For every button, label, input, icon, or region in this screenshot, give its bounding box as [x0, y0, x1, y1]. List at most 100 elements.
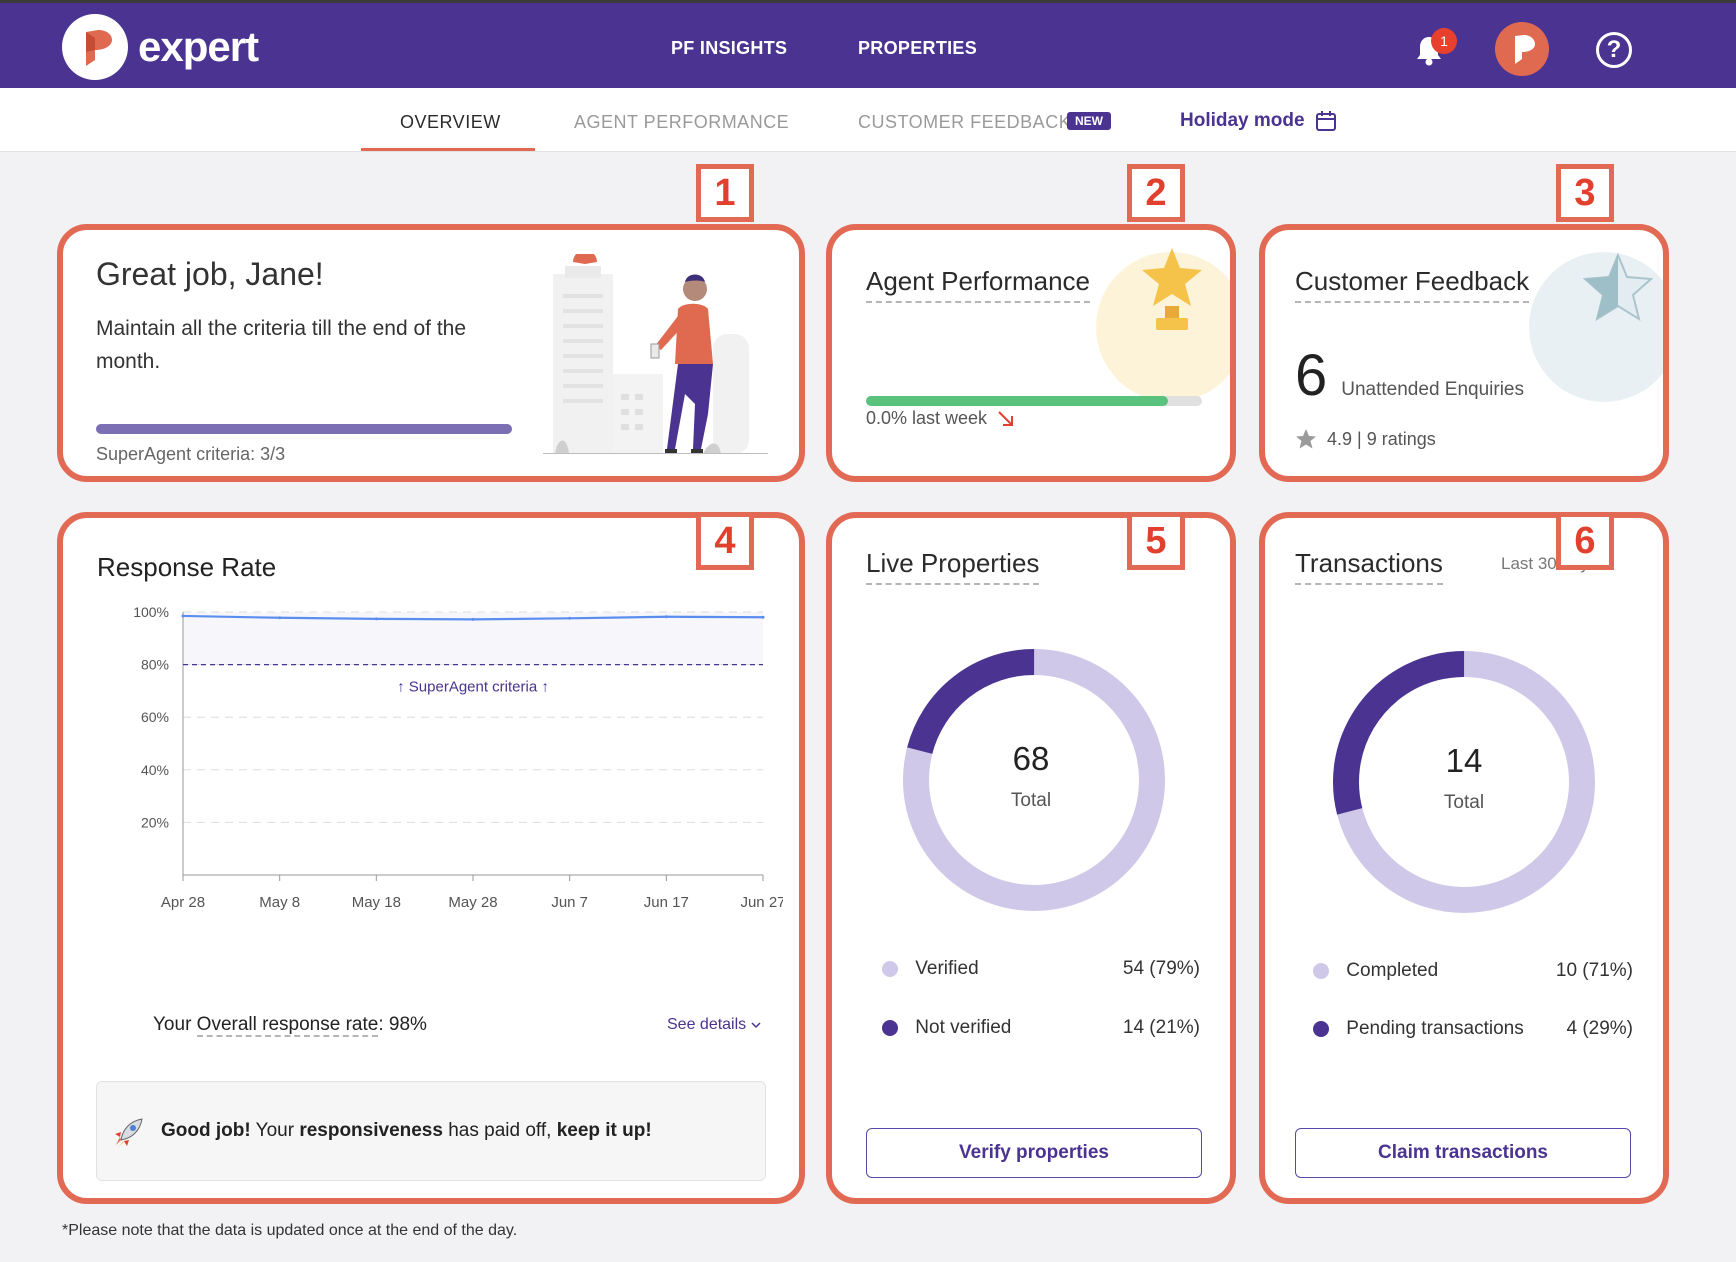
see-details-label: See details — [667, 1016, 747, 1033]
response-rate-point — [471, 617, 475, 621]
expert-logo[interactable]: expert — [62, 14, 259, 80]
active-tab-indicator — [361, 148, 535, 151]
transactions-title[interactable]: Transactions — [1295, 548, 1443, 585]
live-properties-total: 68 — [1012, 740, 1050, 777]
tab-agent-performance[interactable]: AGENT PERFORMANCE — [574, 112, 790, 132]
annotation-2: 2 — [1127, 164, 1185, 222]
welcome-card: Great job, Jane! Maintain all the criter… — [57, 224, 805, 482]
response-rate-point — [568, 616, 572, 620]
criteria-label: SuperAgent criteria: 3/3 — [96, 444, 286, 464]
legend-value-not-verified: 14 (21%) — [1122, 1017, 1200, 1038]
rating-summary: 4.9 | 9 ratings — [1295, 428, 1436, 450]
x-tick-label: Jun 17 — [644, 894, 689, 911]
last-week-stat: 0.0% last week — [866, 408, 1015, 429]
customer-feedback-title[interactable]: Customer Feedback — [1295, 266, 1530, 303]
live-properties-total-label: Total — [1010, 790, 1052, 811]
claim-transactions-button[interactable]: Claim transactions — [1295, 1128, 1631, 1178]
agent-performance-title[interactable]: Agent Performance — [866, 266, 1091, 303]
legend-completed: Completed 10 (71%) — [1313, 960, 1633, 982]
legend-value-completed: 10 (71%) — [1555, 960, 1633, 981]
y-tick-label: 80% — [141, 657, 169, 673]
feedback-star-icon — [1583, 252, 1653, 322]
message-responsiveness: responsiveness — [299, 1120, 443, 1141]
notification-badge: 1 — [1431, 28, 1457, 54]
performance-progress-fill — [866, 396, 1169, 406]
y-tick-label: 100% — [133, 604, 169, 620]
transactions-donut — [1333, 651, 1596, 913]
unattended-label: Unattended Enquiries — [1341, 379, 1525, 400]
x-tick-label: May 18 — [352, 894, 401, 911]
overall-prefix: Your — [153, 1014, 197, 1035]
message-keep-it-up: keep it up! — [556, 1120, 652, 1141]
overall-response-rate-link[interactable]: Overall response rate — [196, 1014, 379, 1037]
trend-down-icon — [998, 410, 1014, 426]
live-properties-card: Live Properties 68 Total Verified 54 (79… — [826, 512, 1236, 1204]
y-tick-label: 20% — [141, 814, 169, 830]
superagent-illustration — [543, 254, 768, 454]
response-rate-card: Response Rate 100% 80% 60% 40% 20% ↑ SuperAge… — [57, 512, 805, 1204]
trophy-icon — [1142, 248, 1202, 330]
logo-text: expert — [138, 23, 259, 70]
see-details-link[interactable]: See details — [667, 1016, 762, 1034]
annotation-6: 6 — [1556, 512, 1614, 570]
donut-segment-pending — [1333, 651, 1596, 913]
user-avatar[interactable] — [1495, 22, 1549, 76]
star-backdrop — [1529, 252, 1663, 402]
chevron-down-icon — [751, 1022, 761, 1029]
data-update-footnote: *Please note that the data is updated on… — [62, 1222, 518, 1239]
legend-dot-verified — [882, 960, 898, 977]
holiday-mode-label: Holiday mode — [1180, 110, 1305, 131]
superagent-threshold-label: ↑ SuperAgent criteria ↑ — [397, 679, 549, 696]
unattended-enquiries: 6 Unattended Enquiries — [1295, 342, 1524, 409]
transactions-total: 14 — [1445, 742, 1483, 779]
response-rate-point — [761, 615, 765, 619]
live-properties-title[interactable]: Live Properties — [866, 548, 1040, 585]
performance-progress-track — [866, 396, 1202, 406]
annotation-3: 3 — [1556, 164, 1614, 222]
legend-pending: Pending transactions 4 (29%) — [1313, 1018, 1633, 1040]
tab-overview[interactable]: OVERVIEW — [400, 112, 501, 132]
live-properties-donut — [903, 649, 1165, 911]
response-rate-point — [374, 617, 378, 621]
x-tick-label: Apr 28 — [161, 894, 205, 911]
overall-response-rate: Your Overall response rate: 98% — [153, 1014, 427, 1037]
nav-properties[interactable]: PROPERTIES — [858, 38, 978, 58]
y-tick-label: 40% — [141, 762, 169, 778]
annotation-5: 5 — [1127, 512, 1185, 570]
responsiveness-message-box: Good job! Your responsiveness has paid o… — [96, 1081, 766, 1181]
annotation-4: 4 — [696, 512, 754, 570]
message-good-job: Good job! — [161, 1120, 251, 1141]
unattended-count: 6 — [1295, 343, 1328, 408]
welcome-message: Maintain all the criteria till the end o… — [96, 317, 467, 373]
y-tick-label: 60% — [141, 709, 169, 725]
legend-verified: Verified 54 (79%) — [882, 958, 1200, 980]
verify-properties-button[interactable]: Verify properties — [866, 1128, 1202, 1178]
transactions-total-label: Total — [1443, 792, 1485, 813]
top-navigation-bar: expert PF INSIGHTS PROPERTIES 1 ? — [0, 0, 1736, 88]
agent-performance-card[interactable]: Agent Performance 0.0% last week — [826, 224, 1236, 482]
transactions-card: Transactions Last 30 days 14 Total Compl… — [1259, 512, 1669, 1204]
holiday-mode-toggle[interactable]: Holiday mode — [1180, 110, 1337, 132]
logo-mark-icon — [62, 14, 128, 80]
tab-customer-feedback[interactable]: CUSTOMER FEEDBACK — [858, 112, 1072, 132]
message-part-2: has paid off, — [442, 1120, 557, 1141]
response-rate-point — [278, 616, 282, 620]
responsiveness-message: Good job! Your responsiveness has paid o… — [161, 1120, 652, 1142]
annotation-1: 1 — [696, 164, 754, 222]
response-rate-title: Response Rate — [97, 552, 277, 582]
response-rate-chart: 100% 80% 60% 40% 20% ↑ SuperAgent criteria ↑ A… — [133, 604, 783, 911]
criteria-progress-fill — [96, 424, 512, 434]
overall-value: : 98% — [378, 1014, 427, 1035]
rating-text: 4.9 | 9 ratings — [1327, 428, 1436, 449]
calendar-icon — [1315, 111, 1336, 131]
x-tick-label: Jun 27 — [740, 894, 783, 911]
legend-not-verified: Not verified 14 (21%) — [882, 1017, 1200, 1039]
nav-pf-insights[interactable]: PF INSIGHTS — [671, 38, 788, 58]
legend-label-pending: Pending transactions — [1346, 1018, 1524, 1039]
response-rate-point — [181, 614, 185, 618]
rating-star-icon — [1296, 429, 1316, 449]
customer-feedback-card[interactable]: Customer Feedback 6 Unattended Enquiries… — [1259, 224, 1669, 482]
donut-segment-not-verified — [903, 649, 1165, 911]
help-icon[interactable]: ? — [1596, 32, 1632, 68]
new-badge: NEW — [1067, 112, 1111, 130]
